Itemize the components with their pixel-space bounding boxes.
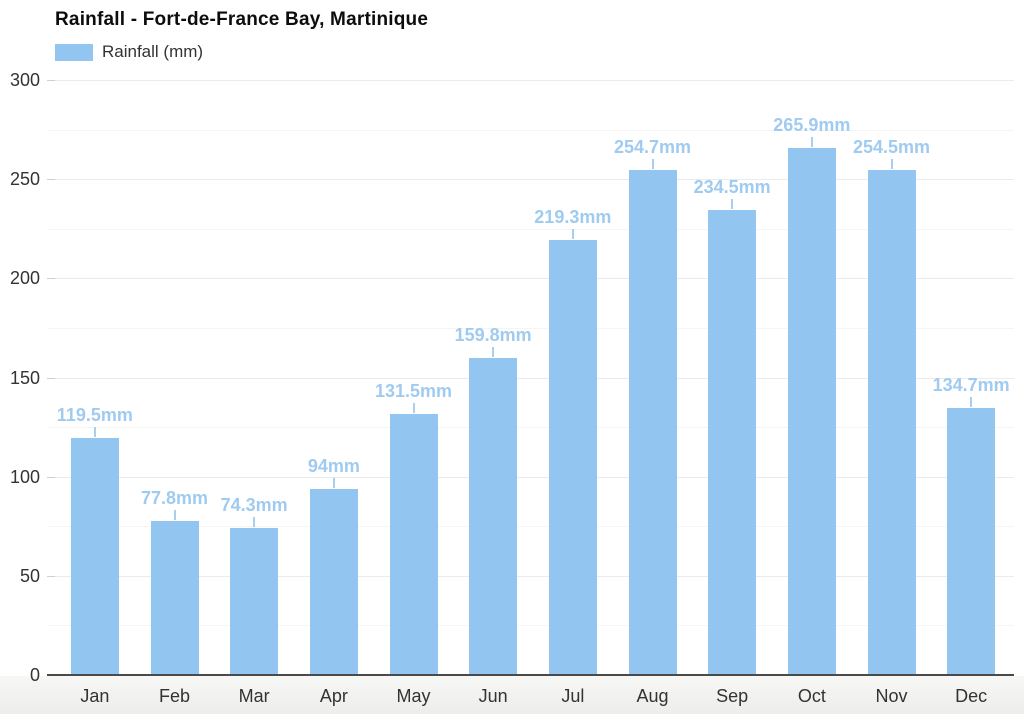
y-axis-tick (47, 80, 55, 81)
bar[interactable] (70, 437, 119, 675)
bar-label-connector (492, 347, 495, 358)
bar-label-connector (970, 396, 973, 407)
chart-title: Rainfall - Fort-de-France Bay, Martiniqu… (55, 9, 429, 30)
bar-value-label: 219.3mm (534, 207, 612, 228)
x-axis-tick-label: Mar (238, 686, 270, 706)
x-axis-tick-label: Jan (80, 686, 110, 706)
bar-label-connector (93, 426, 96, 437)
gridline-minor (47, 129, 1014, 131)
bar[interactable] (389, 414, 438, 675)
legend-swatch-icon (55, 43, 93, 61)
x-axis-tick-label: Nov (875, 686, 908, 706)
y-axis-label: 0 (29, 665, 40, 685)
bar[interactable] (230, 527, 279, 675)
gridline-minor (47, 625, 1014, 627)
x-axis-tick-label: Jul (561, 686, 585, 706)
y-axis-tick (47, 575, 55, 577)
gridline-minor (47, 327, 1014, 329)
y-axis-tick (47, 179, 55, 181)
bar-value-label: 77.8mm (140, 487, 209, 508)
bar[interactable] (469, 358, 518, 675)
bar-label-connector (810, 136, 813, 147)
bar-label-connector (412, 403, 415, 414)
y-axis-label: 100 (9, 466, 40, 487)
gridline-major (47, 377, 1014, 379)
gridline-major (47, 476, 1014, 478)
x-axis-tick-label: May (396, 686, 431, 706)
y-axis-label: 150 (9, 367, 40, 388)
gridline-minor (47, 526, 1014, 528)
bar-label-connector (651, 158, 654, 169)
bar[interactable] (787, 147, 836, 675)
bar-label-connector (731, 198, 734, 209)
y-axis-tick (47, 377, 55, 379)
bar-value-label: 134.7mm (932, 374, 1010, 395)
gridline-minor (47, 228, 1014, 230)
y-axis-label: 300 (9, 70, 40, 90)
x-axis-line (47, 674, 1014, 676)
x-axis-tick-label: Jun (478, 686, 508, 706)
bar-label-connector (173, 509, 176, 520)
bar-label-connector (332, 477, 335, 488)
bar[interactable] (708, 209, 757, 675)
x-axis-tick-label: Feb (158, 686, 191, 706)
bottom-band (0, 676, 1024, 714)
x-axis-tick-label: Oct (797, 686, 826, 706)
bar[interactable] (150, 520, 199, 675)
y-axis-tick (47, 476, 55, 478)
bar-value-label: 74.3mm (220, 494, 288, 515)
y-axis-tick (47, 278, 55, 280)
legend-label: Rainfall (mm) (102, 42, 204, 61)
bar-label-connector (253, 516, 256, 527)
bar-value-label: 254.5mm (852, 137, 931, 158)
bar-value-label: 234.5mm (693, 176, 771, 197)
x-axis-tick-label: Aug (636, 686, 669, 706)
bar[interactable] (309, 488, 358, 675)
bar-label-connector (890, 159, 893, 170)
gridline-major (47, 575, 1014, 577)
gridline-minor (47, 427, 1014, 429)
bar-value-label: 254.7mm (613, 136, 692, 157)
bar-value-label: 131.5mm (374, 381, 453, 402)
x-axis-tick-label: Dec (955, 686, 988, 706)
bar-value-label: 159.8mm (454, 325, 532, 346)
legend[interactable]: Rainfall (mm) (55, 42, 203, 62)
bar[interactable] (947, 407, 996, 675)
y-axis-label: 50 (19, 565, 40, 586)
y-axis-label: 250 (9, 169, 40, 190)
x-axis-tick-label: Apr (319, 686, 348, 706)
gridline-major (47, 278, 1014, 280)
bar[interactable] (867, 170, 916, 675)
bar-value-label: 94mm (307, 455, 360, 476)
bar-value-label: 119.5mm (56, 404, 133, 425)
gridline-major (47, 179, 1014, 181)
bar[interactable] (628, 169, 677, 675)
gridline-major (47, 80, 1014, 81)
bar-value-label: 265.9mm (773, 114, 851, 135)
bar[interactable] (548, 240, 597, 675)
x-axis-tick-label: Sep (716, 686, 749, 706)
bar-label-connector (571, 229, 574, 240)
y-axis-label: 200 (9, 268, 40, 289)
